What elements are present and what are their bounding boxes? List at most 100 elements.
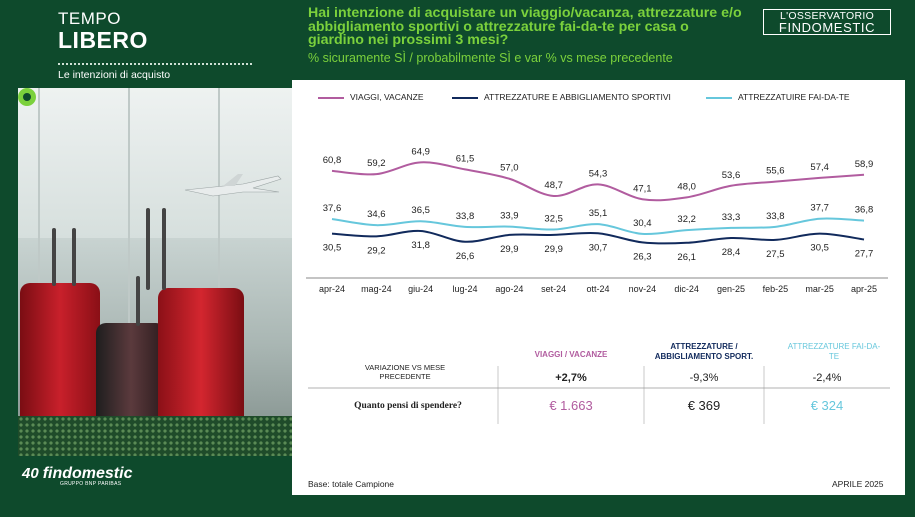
suitcase-handle [72,228,76,286]
legend-swatch-sport [452,96,478,99]
logo-tagline: GRUPPO BNP PARIBAS [60,481,122,487]
title-line2: LIBERO [58,27,148,53]
x-tick-label: gen-25 [717,284,745,294]
airplane-icon [184,174,282,197]
data-label-sport: 29,9 [544,244,563,255]
data-label-viaggi: 54,3 [589,168,608,179]
data-label-sport: 26,6 [456,251,475,262]
section-title: TEMPO LIBERO [58,9,148,54]
data-label-faidate: 33,8 [456,211,475,222]
brand-line1: L'OSSERVATORIO [779,10,875,22]
data-label-viaggi: 64,9 [411,146,430,157]
suitcase-handle [146,208,150,290]
data-label-sport: 29,9 [500,244,519,255]
findomestic-circle-icon [18,88,36,106]
data-label-faidate: 30,4 [633,218,652,229]
x-tick-label: nov-24 [629,284,657,294]
osservatorio-brand: L'OSSERVATORIO FINDOMESTIC [763,9,891,35]
series-line-sport [331,229,865,245]
x-tick-label: feb-25 [763,284,789,294]
data-label-viaggi: 48,0 [677,181,696,192]
data-label-viaggi: 53,6 [722,170,741,181]
var-faidate: -2,4% [812,372,842,384]
data-label-sport: 30,7 [589,242,608,253]
data-label-sport: 27,7 [855,248,874,259]
data-label-sport: 27,5 [766,249,785,260]
legend-item-viaggi: VIAGGI, VACANZE [318,92,424,102]
legend-item-sport: ATTREZZATURE E ABBIGLIAMENTO SPORTIVI [452,92,671,102]
dotted-pattern [18,416,292,456]
data-label-faidate: 35,1 [589,208,608,219]
legend-label-faidate: ATTREZZATUIRE FAI-DA-TE [738,92,850,102]
legend-item-faidate: ATTREZZATUIRE FAI-DA-TE [706,92,850,102]
x-tick-label: set-24 [541,284,566,294]
row-label-variazione: VARIAZIONE VS MESE PRECEDENTE [364,363,446,381]
row-label-spesa: Quanto pensi di spendere? [354,401,462,411]
x-tick-label: ott-24 [586,284,609,294]
spend-sport: € 369 [687,398,721,413]
suitcase-handle [136,276,140,326]
findomestic-logo: 40 findomestic GRUPPO BNP PARIBAS [22,465,132,487]
var-viaggi: +2,7% [555,372,587,384]
x-tick-label: apr-25 [851,284,877,294]
chart-panel [292,80,905,495]
spend-viaggi: € 1.663 [549,398,593,413]
x-tick-label: lug-24 [452,284,477,294]
data-label-viaggi: 59,2 [367,158,386,169]
data-label-viaggi: 55,6 [766,166,785,177]
data-label-faidate: 37,6 [323,203,342,214]
data-label-faidate: 36,5 [411,205,430,216]
data-label-sport: 26,3 [633,251,652,262]
col-header-faidate: ATTREZZATURE FAI-DA-TE [787,342,881,361]
var-sport: -9,3% [689,372,719,384]
col-header-viaggi: VIAGGI / VACANZE [534,350,608,359]
data-label-faidate: 33,3 [722,212,741,223]
measure-description: % sicuramente SÌ / probabilmente SÌ e va… [308,51,673,65]
data-label-viaggi: 60,8 [323,155,342,166]
x-tick-label: ago-24 [495,284,523,294]
series-line-faidate [331,217,865,236]
data-label-viaggi: 48,7 [544,180,563,191]
anniversary-number: 40 [22,465,39,482]
series-line-viaggi [331,161,865,202]
spend-faidate: € 324 [810,398,844,413]
x-tick-label: dic-24 [674,284,699,294]
data-label-faidate: 37,7 [810,203,829,214]
data-label-viaggi: 57,4 [810,162,829,173]
x-tick-label: mar-25 [805,284,834,294]
legend-swatch-viaggi [318,96,344,99]
data-label-faidate: 33,9 [500,211,519,222]
suitcase-handle [52,228,56,286]
data-label-sport: 30,5 [323,243,342,254]
data-label-faidate: 34,6 [367,209,386,220]
logo-text: findomestic [42,465,133,482]
data-label-sport: 26,1 [677,252,696,263]
legend-label-sport: ATTREZZATURE E ABBIGLIAMENTO SPORTIVI [484,92,671,102]
x-tick-label: giu-24 [408,284,433,294]
data-label-faidate: 32,5 [544,214,563,225]
data-label-faidate: 32,2 [677,214,696,225]
legend-label-viaggi: VIAGGI, VACANZE [350,92,424,102]
data-label-viaggi: 61,5 [456,153,475,164]
report-date: APRILE 2025 [832,479,884,489]
data-label-sport: 28,4 [722,247,741,258]
title-line1: TEMPO [58,9,121,28]
x-tick-label: mag-24 [361,284,392,294]
section-subtitle: Le intenzioni di acquisto [58,69,171,81]
x-tick-label: apr-24 [319,284,345,294]
data-label-sport: 30,5 [810,243,829,254]
data-label-viaggi: 58,9 [855,159,874,170]
data-label-viaggi: 47,1 [633,183,652,194]
base-note: Base: totale Campione [308,479,394,489]
table-lines [308,366,890,424]
brand-line2: FINDOMESTIC [778,20,876,35]
data-label-viaggi: 57,0 [500,163,519,174]
legend-swatch-faidate [706,96,732,99]
data-label-sport: 29,2 [367,245,386,256]
luggage-photo [18,88,292,456]
data-label-faidate: 33,8 [766,211,785,222]
data-label-sport: 31,8 [411,240,430,251]
suitcase-handle [162,208,166,290]
data-label-faidate: 36,8 [855,205,874,216]
